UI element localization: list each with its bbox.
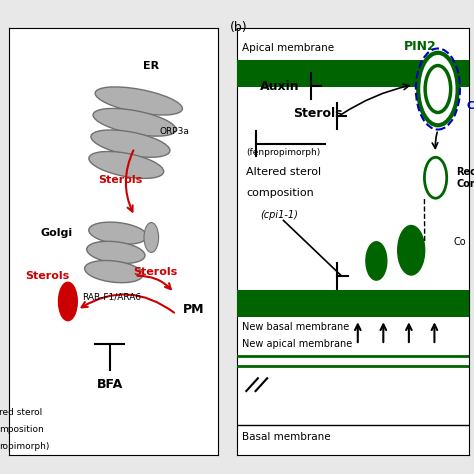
Circle shape — [398, 226, 425, 275]
Text: RAB-F1/ARA6: RAB-F1/ARA6 — [82, 293, 142, 301]
Text: (cpi1-1): (cpi1-1) — [260, 210, 298, 220]
Ellipse shape — [87, 241, 145, 264]
Text: CME: CME — [467, 101, 474, 111]
Text: (fenpropimorph): (fenpropimorph) — [246, 148, 320, 157]
Ellipse shape — [89, 222, 147, 244]
Text: ER: ER — [143, 61, 159, 71]
Circle shape — [366, 242, 387, 280]
Ellipse shape — [93, 109, 176, 136]
Circle shape — [425, 65, 451, 112]
Text: Basal membrane: Basal membrane — [242, 431, 330, 442]
Text: red sterol: red sterol — [0, 408, 42, 417]
Text: Sterols: Sterols — [133, 266, 178, 277]
Circle shape — [58, 283, 77, 321]
Text: New apical membrane: New apical membrane — [242, 339, 352, 349]
Text: Sterols: Sterols — [98, 175, 142, 185]
Text: Golgi: Golgi — [41, 228, 73, 238]
Ellipse shape — [144, 223, 159, 252]
Text: Altered sterol: Altered sterol — [246, 167, 321, 177]
Text: PM: PM — [182, 303, 204, 317]
Bar — [237, 290, 469, 317]
Ellipse shape — [95, 87, 182, 115]
Circle shape — [418, 53, 457, 125]
Text: ropimorph): ropimorph) — [0, 442, 49, 451]
Text: (b): (b) — [230, 21, 247, 34]
Text: New basal membrane: New basal membrane — [242, 321, 349, 331]
Text: Co: Co — [453, 237, 465, 247]
Ellipse shape — [91, 130, 170, 157]
Circle shape — [424, 157, 447, 198]
Text: BFA: BFA — [97, 378, 123, 391]
Text: ORP3a: ORP3a — [160, 127, 190, 136]
Ellipse shape — [89, 152, 164, 178]
Text: Auxin: Auxin — [260, 80, 300, 92]
Text: composition: composition — [246, 189, 314, 199]
Text: Recycling
Compartment: Recycling Compartment — [456, 166, 474, 189]
Text: PIN2: PIN2 — [404, 40, 437, 53]
Text: Apical membrane: Apical membrane — [242, 43, 334, 53]
Text: mposition: mposition — [0, 425, 44, 434]
Ellipse shape — [84, 261, 143, 283]
Text: Sterols: Sterols — [293, 107, 342, 120]
Text: Sterols: Sterols — [25, 271, 69, 281]
Bar — [237, 60, 469, 87]
